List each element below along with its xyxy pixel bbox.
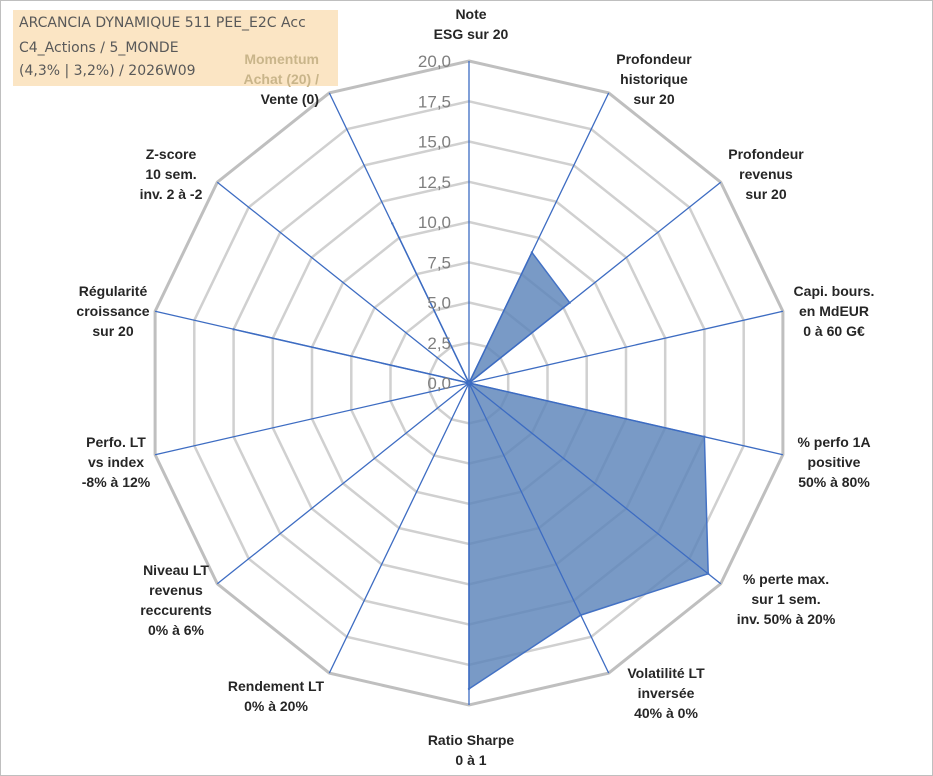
tick-label-1: 2,5 [427,334,451,353]
axis-label-capi-bours: Capi. bours. en MdEUR 0 à 60 G€ [793,283,875,339]
axis-label-perfo-lt: Perfo. LT vs index -8% à 12% [81,434,151,490]
tick-label-6: 15,0 [418,133,451,152]
axis-label-volatilite-lt: Volatilité LT inversée 40% à 0% [627,665,705,721]
tick-label-7: 17,5 [418,92,451,111]
axis-label-perte-max: % perte max. sur 1 sem. inv. 50% à 20% [736,571,836,627]
spoke-9 [216,382,470,585]
data-point-12 [467,381,471,385]
axis-label-momentum: Momentum Achat (20) / Vente (0) [243,51,319,107]
spoke-6 [468,382,610,674]
data-point-4 [703,435,706,438]
series-area [233,223,709,691]
spoke-13 [328,92,470,384]
axis-label-rendement-lt: Rendement LT 0% à 20% [227,678,325,714]
spoke-3 [468,310,784,384]
data-point-1 [530,251,534,254]
chart-title-line-1: ARCANCIA DYNAMIQUE 511 PEE_E2C Acc [19,15,306,31]
data-point-5 [707,572,710,575]
data-point-2 [568,301,571,304]
axis-label-profondeur-historique: Profondeur historique sur 20 [616,51,692,107]
axis-label-note-esg: Note ESG sur 20 [433,6,509,42]
tick-label-0: 0,0 [427,374,451,393]
tick-label-4: 10,0 [418,213,451,232]
spoke-8 [328,382,470,674]
tick-label-8: 20,0 [418,52,451,71]
axis-label-regularite: Régularité croissance sur 20 [76,283,150,339]
chart-title-line-2: C4_Actions / 5_MONDE [19,40,179,56]
spoke-4 [468,382,784,456]
spoke-1 [468,92,610,384]
axis-label-niveau-lt: Niveau LT revenus reccurents 0% à 6% [140,562,212,638]
spoke-12 [216,181,470,384]
axis-label-z-score: Z-score 10 sem. inv. 2 à -2 [139,146,203,202]
tick-label-5: 12,5 [418,173,451,192]
axis-label-profondeur-revenus: Profondeur revenus sur 20 [728,146,804,202]
spoke-11 [154,310,470,384]
tick-label-2: 5,0 [427,294,451,313]
data-point-13 [391,222,394,225]
spoke-5 [468,382,722,585]
data-point-11 [232,328,235,331]
axis-label-ratio-sharpe: Ratio Sharpe 0 à 1 [427,732,515,768]
axis-label-perfo-1a: % perfo 1A positive 50% à 80% [797,434,871,490]
spoke-10 [154,382,470,456]
tick-label-3: 7,5 [427,253,451,272]
chart-title-box: ARCANCIA DYNAMIQUE 511 PEE_E2C Acc C4_Ac… [13,10,338,86]
spoke-2 [468,181,722,384]
data-point-6 [579,613,582,617]
data-point-7 [467,687,471,691]
chart-title-line-3: (4,3% | 3,2%) / 2026W09 [19,63,196,79]
